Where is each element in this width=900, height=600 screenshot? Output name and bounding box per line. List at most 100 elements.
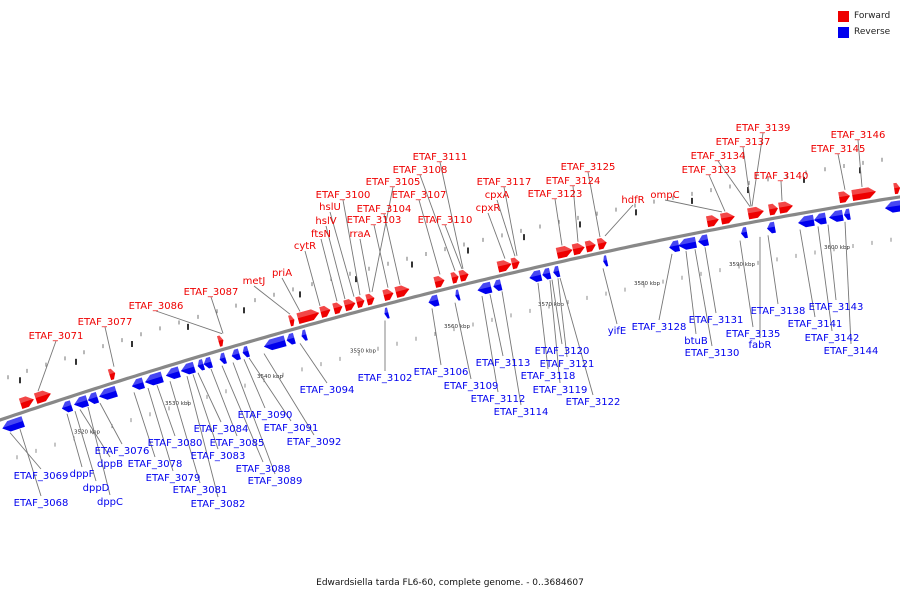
gene-arrow-highlight	[813, 212, 826, 220]
reverse-gene-arrow	[813, 212, 827, 225]
leader-line	[359, 238, 371, 293]
reverse-gene-label-35: ETAF_3130	[685, 348, 740, 359]
gene-arrow-shape	[18, 396, 34, 410]
reverse-swatch	[838, 26, 849, 38]
leader-line	[210, 368, 238, 437]
reverse-gene-arrow	[740, 226, 748, 239]
legend-forward-label: Forward	[854, 11, 891, 21]
forward-gene-label-25: hdfR	[621, 195, 644, 206]
reverse-gene-arrow	[98, 385, 118, 400]
gene-arrow-highlight	[720, 212, 735, 219]
gene-arrow-highlight	[382, 289, 394, 296]
scale-label: 3600 kbp	[824, 245, 850, 251]
reverse-gene-arrow	[428, 294, 440, 307]
leader-line	[281, 277, 301, 312]
forward-gene-arrow	[296, 309, 320, 325]
forward-gene-arrow	[458, 269, 469, 282]
gene-arrow-shape	[767, 221, 776, 234]
gene-arrow-shape	[843, 208, 851, 220]
reverse-gene-label-28: ETAF_3119	[533, 385, 588, 396]
leader-line	[554, 198, 563, 246]
gene-arrow-shape	[301, 329, 308, 341]
reverse-gene-arrow	[2, 416, 25, 432]
reverse-gene-arrow	[131, 377, 145, 390]
forward-gene-arrow	[510, 257, 520, 270]
gene-arrow-shape	[286, 332, 296, 345]
gene-arrow-highlight	[553, 265, 560, 272]
gene-arrow-highlight	[838, 191, 850, 198]
gene-arrow-shape	[496, 260, 512, 273]
reverse-gene-label-24: ETAF_3112	[471, 394, 526, 405]
legend-reverse: Reverse	[838, 24, 890, 40]
leader-line	[799, 229, 816, 318]
forward-gene-arrow	[851, 187, 876, 201]
gene-arrow-highlight	[216, 335, 224, 342]
forward-gene-arrow	[382, 289, 394, 301]
reverse-gene-label-12: ETAF_3083	[191, 451, 246, 462]
genome-caption: Edwardsiella tarda FL6-60, complete geno…	[316, 578, 584, 588]
gene-arrow-highlight	[365, 293, 375, 300]
leader-line	[537, 282, 549, 370]
gene-arrow-highlight	[384, 307, 389, 314]
leader-line	[481, 296, 499, 393]
reverse-gene-arrow	[828, 209, 844, 222]
gene-arrow-highlight	[747, 206, 764, 214]
gene-arrow-shape	[584, 240, 596, 253]
leader-line	[602, 268, 618, 325]
leader-line	[74, 411, 97, 482]
gene-arrow-shape	[884, 200, 900, 213]
gene-arrow-highlight	[458, 269, 469, 276]
gene-arrow-shape	[851, 187, 876, 201]
leader-line	[496, 199, 516, 257]
leader-line	[587, 171, 601, 238]
gene-arrow-shape	[510, 257, 520, 270]
reverse-gene-label-23: ETAF_3109	[444, 381, 499, 392]
leader-line	[155, 310, 223, 335]
gene-arrow-shape	[458, 269, 469, 282]
leader-line	[169, 381, 201, 484]
gene-arrow-shape	[332, 302, 343, 315]
reverse-gene-arrow	[73, 395, 90, 408]
reverse-gene-label-4: dppB	[97, 459, 123, 470]
reverse-gene-label-8: ETAF_3079	[146, 473, 201, 484]
reverse-gene-label-36: ETAF_3131	[689, 315, 744, 326]
reverse-gene-label-2: dppF	[70, 469, 95, 480]
genome-backbone	[0, 195, 900, 422]
leader-line	[383, 213, 401, 285]
gene-arrow-shape	[571, 243, 585, 256]
gene-arrow-highlight	[263, 335, 285, 347]
reverse-gene-arrow	[477, 281, 493, 295]
forward-gene-label-15: ETAF_3107	[392, 190, 447, 201]
forward-gene-arrow	[288, 315, 295, 327]
leader-line	[704, 247, 717, 314]
gene-arrow-shape	[384, 307, 390, 319]
forward-gene-label-19: cpxR	[476, 203, 501, 214]
leader-line	[487, 212, 506, 259]
leader-line	[549, 280, 561, 384]
gene-arrow-highlight	[450, 272, 459, 278]
reverse-gene-label-39: ETAF_3138	[751, 306, 806, 317]
leader-line	[489, 294, 504, 357]
leader-line	[221, 365, 264, 463]
gene-arrow-highlight	[555, 246, 573, 253]
reverse-gene-label-33: ETAF_3128	[632, 322, 687, 333]
reverse-gene-arrow	[219, 352, 227, 365]
gene-arrow-shape	[838, 191, 851, 204]
forward-gene-label-33: ETAF_3146	[831, 130, 886, 141]
scale-labels: 3520 kbp 3530 kbp 3540 kbp 3550 kbp 3560 kbp…	[74, 245, 850, 435]
gene-arrow-highlight	[698, 234, 708, 242]
reverse-gene-label-6: ETAF_3076	[95, 446, 150, 457]
reverse-gene-arrow	[766, 221, 776, 234]
reverse-gene-label-29: ETAF_3120	[535, 346, 590, 357]
leader-line	[751, 132, 764, 207]
forward-swatch	[838, 10, 849, 22]
reverse-gene-label-26: ETAF_3114	[494, 407, 549, 418]
leader-line	[685, 251, 697, 335]
reverse-gene-label-43: ETAF_3144	[824, 346, 879, 357]
forward-gene-label-30: ETAF_3139	[736, 123, 791, 134]
leader-line	[371, 186, 394, 292]
forward-gene-arrow	[496, 260, 512, 273]
leader-line	[197, 372, 222, 423]
forward-gene-arrow	[365, 293, 375, 306]
gene-arrow-highlight	[843, 208, 850, 215]
